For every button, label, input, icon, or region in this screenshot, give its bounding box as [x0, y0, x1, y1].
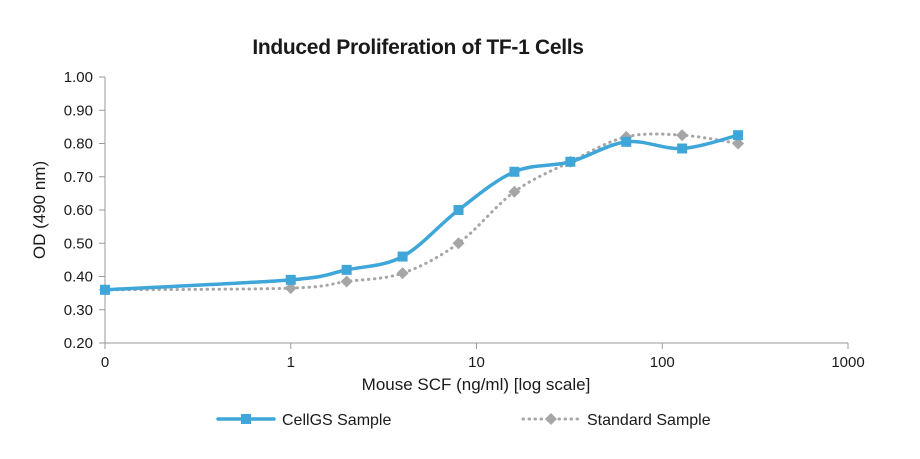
y-tick-label: 0.50: [64, 235, 93, 252]
standard-sample-point: [732, 137, 745, 150]
x-tick-label: 1000: [831, 354, 864, 371]
cellgs-sample-point: [285, 274, 296, 285]
cellgs-sample-point: [341, 264, 352, 275]
cellgs-sample-point: [509, 166, 520, 177]
y-tick-label: 1.00: [64, 69, 93, 86]
x-ticks: 0 1 10 100 1000: [101, 343, 865, 371]
series-layer: [99, 129, 745, 296]
axes: [104, 77, 848, 344]
y-tick-label: 0.60: [64, 202, 93, 219]
y-tick-label: 0.40: [64, 269, 93, 286]
x-axis-title: Mouse SCF (ng/ml) [log scale]: [362, 375, 591, 394]
legend: CellGS Sample Standard Sample: [216, 412, 711, 429]
y-tick-label: 0.90: [64, 102, 93, 119]
x-tick-label: 0: [101, 354, 109, 371]
x-tick-label: 100: [650, 354, 675, 371]
cellgs-sample-point: [565, 156, 576, 167]
legend-swatch-marker: [545, 413, 557, 425]
cellgs-sample-point: [100, 284, 110, 295]
chart-title: Induced Proliferation of TF-1 Cells: [252, 36, 584, 59]
standard-sample-point: [508, 185, 521, 198]
y-tick-label: 0.80: [64, 136, 93, 153]
cellgs-sample-point: [397, 251, 408, 262]
cellgs-sample-point: [733, 130, 744, 141]
y-axis-title: OD (490 nm): [30, 161, 49, 259]
y-ticks: 0.20 0.30 0.40 0.50 0.60 0.70 0.80 0.90 1.00: [64, 69, 105, 352]
cellgs-sample-point: [453, 205, 464, 215]
standard-sample-point: [284, 282, 297, 295]
standard-sample-point: [452, 237, 465, 250]
legend-swatch-marker: [241, 414, 251, 424]
standard-sample-line: [103, 132, 740, 292]
legend-label-standard-sample: Standard Sample: [587, 412, 711, 429]
standard-sample-point: [396, 267, 409, 280]
standard-sample-point: [676, 129, 689, 142]
legend-label-cellgs-sample: CellGS Sample: [282, 412, 391, 429]
cellgs-sample-point: [677, 143, 688, 154]
y-tick-label: 0.30: [64, 302, 93, 319]
x-tick-label: 10: [468, 354, 485, 371]
y-tick-label: 0.70: [64, 169, 93, 186]
cellgs-sample-point: [621, 136, 632, 147]
standard-sample-point: [340, 275, 353, 288]
x-tick-label: 1: [287, 354, 295, 371]
y-tick-label: 0.20: [64, 335, 93, 352]
